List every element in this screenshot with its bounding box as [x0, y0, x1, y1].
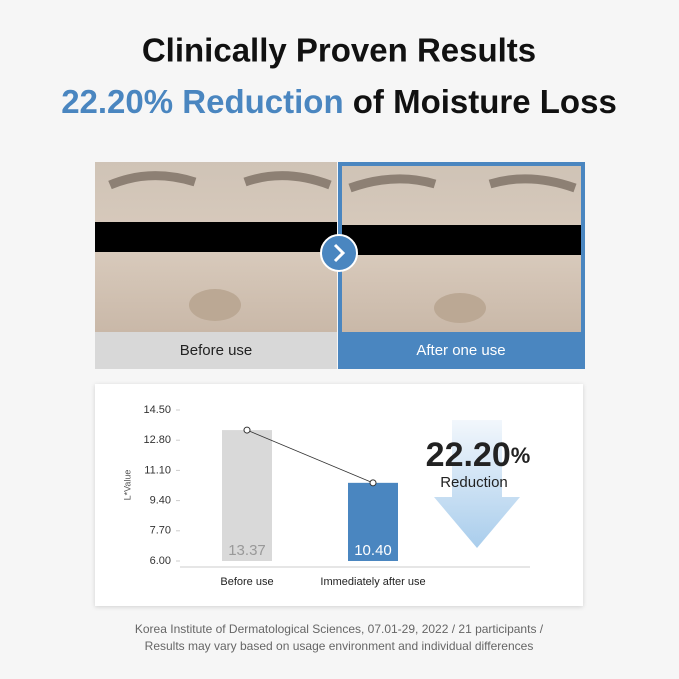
callout-label: Reduction — [440, 474, 508, 491]
y-tick-label: 7.70 — [150, 525, 171, 537]
subtitle-highlight: 22.20% Reduction — [61, 83, 343, 120]
after-label: After one use — [416, 342, 505, 359]
value-label: 13.37 — [228, 542, 266, 559]
reduction-arrow — [434, 420, 520, 548]
next-icon — [320, 234, 358, 272]
value-label: 10.40 — [354, 542, 392, 559]
before-label: Before use — [180, 342, 253, 359]
y-axis-label: L*Value — [122, 470, 132, 501]
y-tick-label: 12.80 — [143, 434, 171, 446]
trend-line — [246, 429, 374, 484]
bar — [222, 430, 272, 561]
x-tick-label: Before use — [220, 576, 273, 588]
chart: L*Value 6.00 7.70 9.40 11.10 12.80 14.50 Before… — [122, 404, 530, 588]
y-tick-label: 14.50 — [143, 404, 171, 416]
trend-point — [243, 426, 251, 434]
y-tick-label: 9.40 — [150, 495, 171, 507]
callout-unit: % — [511, 443, 531, 468]
callout-value: 22.20% — [426, 436, 531, 474]
after-photo — [338, 162, 585, 369]
before-photo — [95, 162, 337, 369]
y-tick-label: 11.10 — [144, 464, 171, 476]
x-tick-label: Immediately after use — [320, 576, 425, 588]
trend-point — [369, 479, 377, 487]
y-tick-label: 6.00 — [150, 555, 171, 567]
callout-number: 22.20 — [426, 436, 511, 474]
footnote: Results may vary based on usage environm… — [145, 639, 534, 653]
subtitle: 22.20% Reduction of Moisture Loss — [61, 83, 617, 120]
footnote: Korea Institute of Dermatological Scienc… — [135, 622, 544, 636]
bar — [348, 482, 398, 561]
title: Clinically Proven Results — [142, 32, 536, 69]
subtitle-rest: of Moisture Loss — [344, 83, 617, 120]
